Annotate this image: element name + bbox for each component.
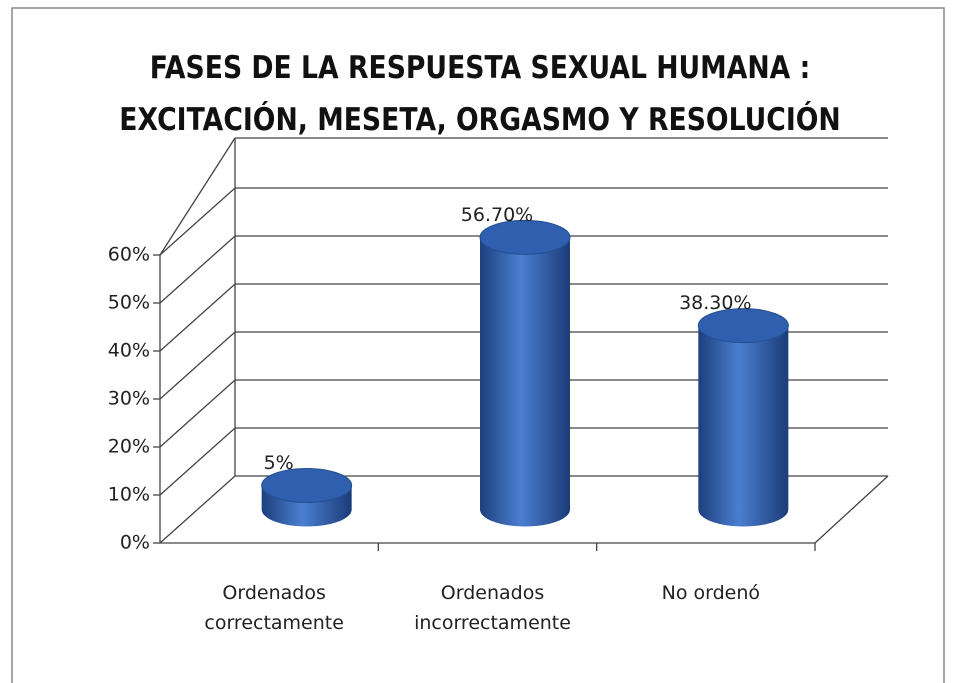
- bar: [698, 325, 789, 527]
- y-tick-label: 30%: [108, 388, 150, 410]
- y-tick-label: 50%: [108, 292, 150, 314]
- grid-line: [159, 283, 888, 352]
- x-tick-label: Ordenados correctamente: [204, 582, 344, 634]
- grid-line: [159, 427, 888, 496]
- y-tick-label: 60%: [108, 244, 150, 266]
- chart-title: FASES DE LA RESPUESTA SEXUAL HUMANA : EX…: [119, 50, 841, 138]
- bar-top: [479, 219, 571, 255]
- x-tick-label: No ordenó: [661, 582, 761, 604]
- grid-line: [159, 379, 888, 448]
- bar: [480, 237, 570, 527]
- wall-edge: [159, 137, 236, 256]
- data-label: 56.70%: [461, 204, 533, 226]
- floor: [814, 475, 889, 544]
- bar-top: [697, 308, 789, 344]
- grid-line: [159, 235, 888, 304]
- y-tick-label: 40%: [108, 340, 150, 362]
- bar-top: [261, 468, 353, 503]
- data-label: 5%: [264, 452, 294, 474]
- data-label: 38.30%: [679, 292, 751, 314]
- y-tick-label: 20%: [108, 436, 150, 458]
- grid-line: [159, 331, 888, 400]
- grid-line: [159, 187, 888, 256]
- grid-line: [159, 475, 888, 544]
- y-tick-label: 10%: [108, 484, 150, 506]
- x-tick-label: Ordenados incorrectamente: [414, 582, 571, 634]
- y-tick-label: 0%: [120, 532, 150, 554]
- frame: [11, 7, 945, 683]
